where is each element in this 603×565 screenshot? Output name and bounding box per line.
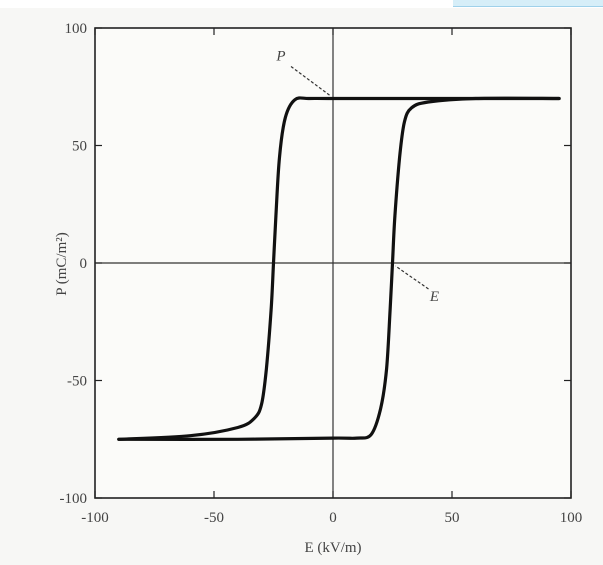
- ascending-branch-line: [117, 96, 561, 441]
- top-accent-bar: [453, 0, 603, 7]
- x-tick-label: 100: [560, 510, 583, 526]
- annotation-group: PE: [275, 49, 439, 306]
- x-tick-label: -50: [204, 510, 224, 526]
- annotation-leader: [290, 66, 331, 96]
- ticks-group: -100 -50 0 50 100 100 50 0 -50 -100: [60, 21, 583, 526]
- annotation-label: E: [429, 289, 439, 305]
- x-axis-label: E (kV/m): [304, 540, 361, 556]
- annotation-leader: [395, 265, 429, 290]
- descending-branch-line: [117, 96, 561, 441]
- y-tick-label: -50: [67, 374, 87, 390]
- series-group: [117, 96, 561, 441]
- annotation-label: P: [275, 49, 285, 65]
- y-axis-label: P (mC/m²): [54, 232, 70, 296]
- x-tick-label: -100: [81, 510, 109, 526]
- y-tick-label: 100: [65, 21, 88, 37]
- x-tick-label: 0: [329, 510, 337, 526]
- top-strip: [0, 0, 603, 8]
- y-tick-label: 0: [80, 256, 88, 272]
- y-tick-label: 50: [72, 139, 87, 155]
- y-tick-label: -100: [60, 491, 88, 507]
- x-tick-label: 50: [445, 510, 460, 526]
